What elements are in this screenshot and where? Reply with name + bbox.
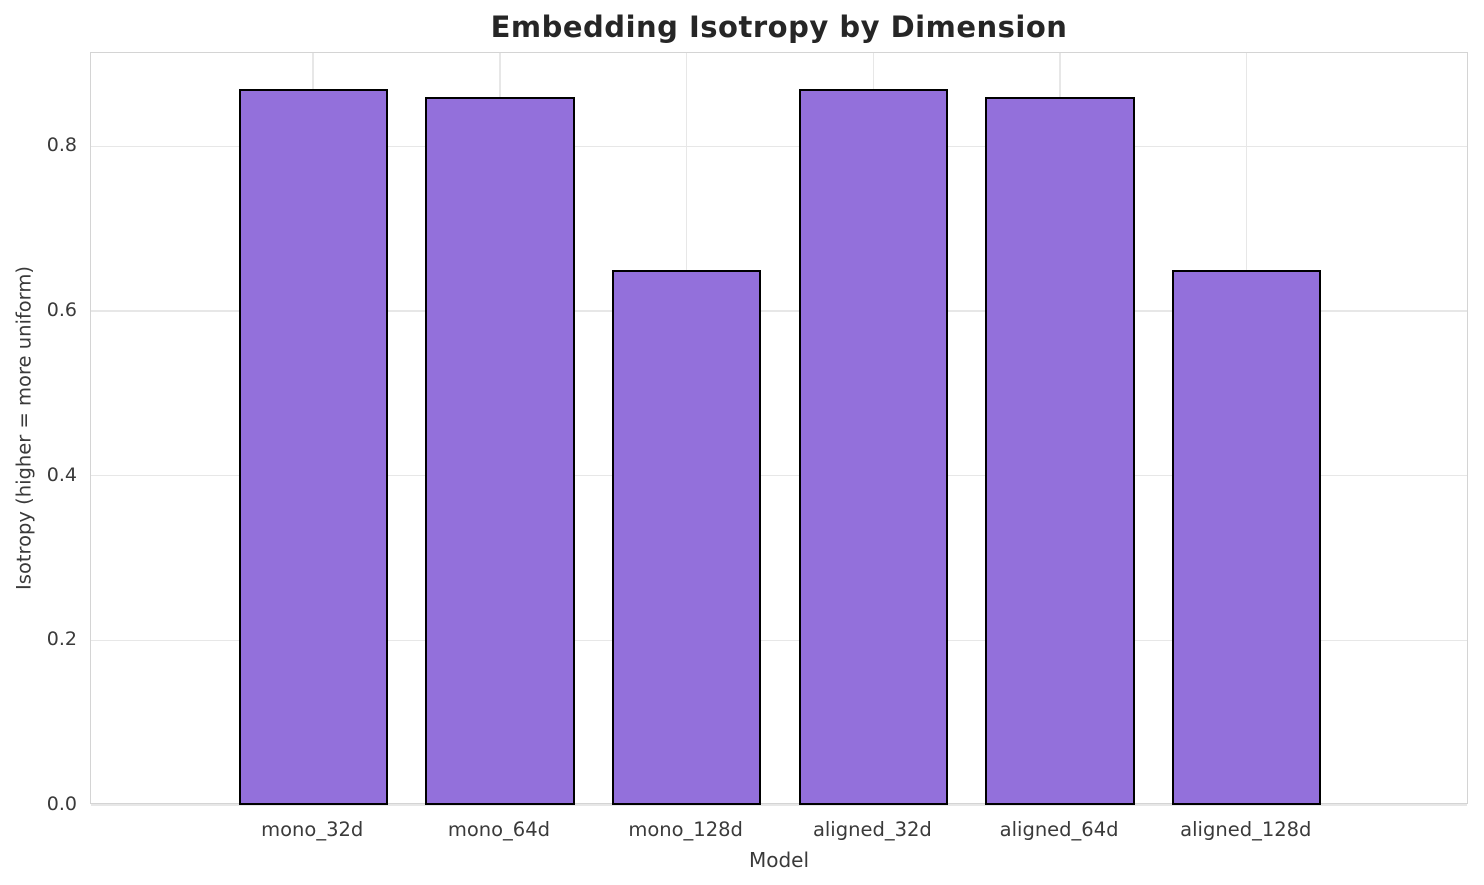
x-tick-label: mono_128d [628,818,743,841]
x-tick-label: aligned_128d [1180,818,1312,841]
h-gridline [91,310,1467,312]
bar-aligned_128d [1172,269,1322,805]
y-tick-label: 0.0 [46,793,77,815]
y-tick-label: 0.2 [46,628,77,651]
bar-aligned_32d [798,88,949,805]
h-gridline [91,475,1467,477]
chart-title: Embedding Isotropy by Dimension [490,10,1068,44]
bar-mono_128d [611,269,762,805]
h-gridline [91,639,1467,642]
x-axis-label: Model [748,848,810,872]
y-tick-label: 0.4 [46,463,77,486]
x-tick-label: mono_64d [447,818,550,841]
h-gridline [91,145,1467,148]
bar-aligned_64d [985,97,1135,805]
bar-mono_32d [238,88,388,805]
plot-area [90,52,1468,806]
x-tick-label: aligned_64d [999,818,1119,841]
x-tick-label: aligned_32d [812,818,932,841]
x-tick-label: mono_32d [261,818,364,841]
y-tick-label: 0.8 [46,134,77,157]
bar-mono_64d [425,97,575,805]
y-tick-label: 0.6 [46,299,77,322]
h-gridline [91,804,1467,806]
